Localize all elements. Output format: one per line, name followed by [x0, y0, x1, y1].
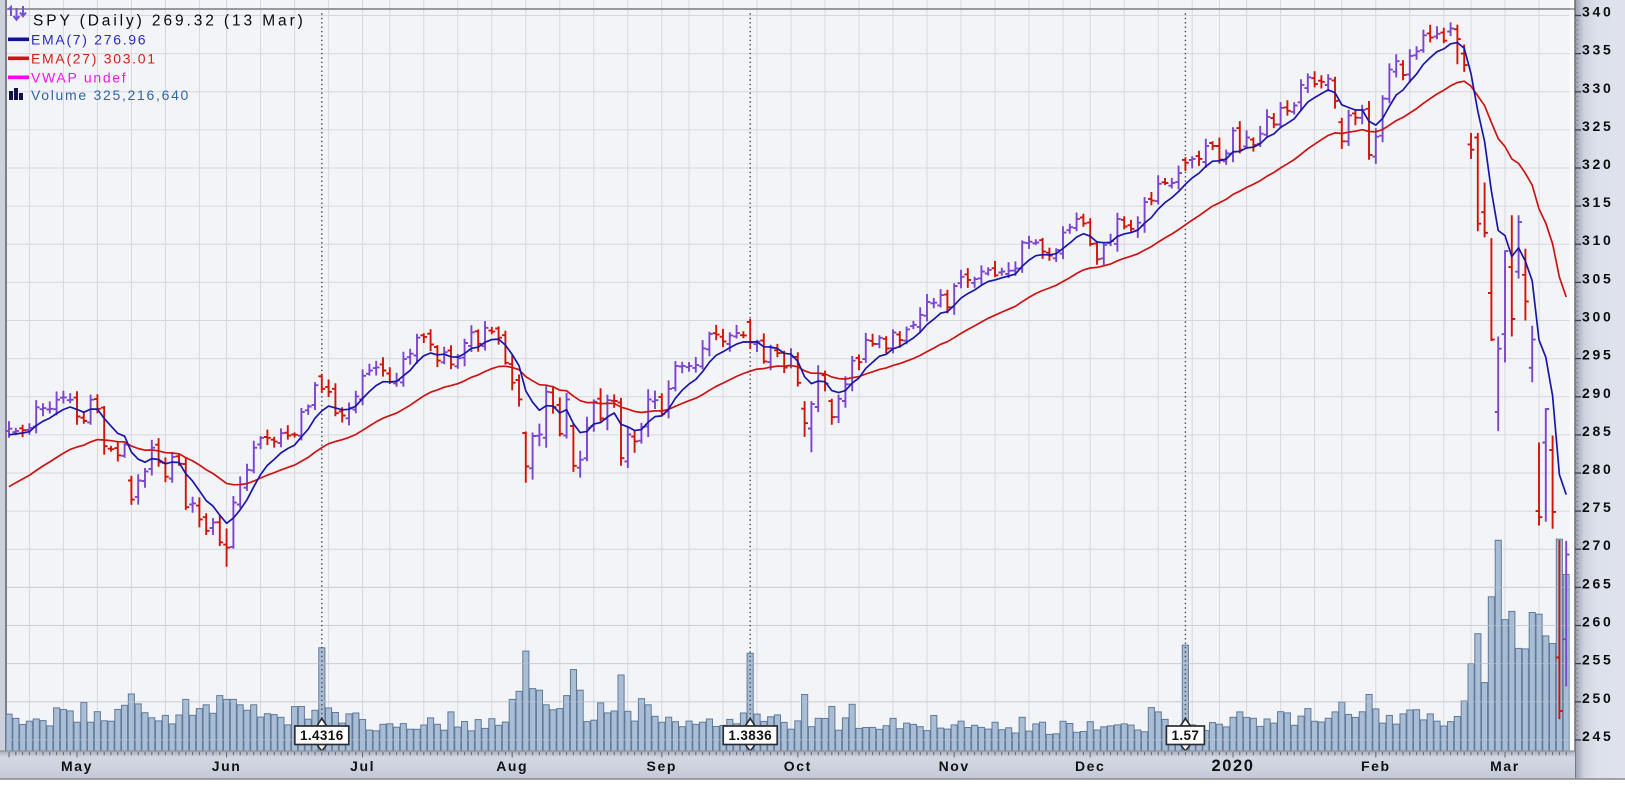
- svg-text:310: 310: [1582, 232, 1613, 248]
- svg-text:325: 325: [1582, 118, 1613, 134]
- svg-text:VWAP undef: VWAP undef: [31, 70, 127, 86]
- svg-text:Nov: Nov: [939, 758, 970, 774]
- svg-text:315: 315: [1582, 194, 1613, 210]
- svg-text:1.4316: 1.4316: [300, 728, 344, 743]
- svg-text:340: 340: [1582, 4, 1613, 20]
- svg-text:335: 335: [1582, 42, 1613, 58]
- svg-text:EMA(7) 276.96: EMA(7) 276.96: [31, 32, 147, 48]
- svg-text:320: 320: [1582, 156, 1613, 172]
- svg-text:290: 290: [1582, 385, 1613, 401]
- svg-text:1.3836: 1.3836: [728, 728, 772, 743]
- svg-text:270: 270: [1582, 537, 1613, 553]
- svg-text:Jul: Jul: [350, 758, 375, 774]
- svg-text:2020: 2020: [1211, 757, 1254, 775]
- svg-text:Sep: Sep: [647, 758, 677, 774]
- svg-text:285: 285: [1582, 423, 1613, 439]
- svg-text:Oct: Oct: [784, 758, 812, 774]
- svg-text:280: 280: [1582, 461, 1613, 477]
- svg-text:Volume 325,216,640: Volume 325,216,640: [31, 87, 190, 103]
- svg-text:255: 255: [1582, 652, 1613, 668]
- svg-text:Jun: Jun: [212, 758, 242, 774]
- svg-text:330: 330: [1582, 80, 1613, 96]
- svg-text:1.57: 1.57: [1171, 728, 1199, 743]
- svg-text:300: 300: [1582, 309, 1613, 325]
- svg-text:Mar: Mar: [1490, 758, 1520, 774]
- svg-text:Dec: Dec: [1075, 758, 1105, 774]
- svg-text:Feb: Feb: [1361, 758, 1391, 774]
- svg-text:275: 275: [1582, 499, 1613, 515]
- svg-text:Aug: Aug: [496, 758, 528, 774]
- svg-text:305: 305: [1582, 270, 1613, 286]
- svg-text:May: May: [61, 758, 93, 774]
- svg-text:EMA(27) 303.01: EMA(27) 303.01: [31, 51, 157, 67]
- svg-text:245: 245: [1582, 728, 1613, 744]
- svg-text:265: 265: [1582, 575, 1613, 591]
- svg-text:260: 260: [1582, 614, 1613, 630]
- svg-text:295: 295: [1582, 347, 1613, 363]
- svg-text:SPY (Daily) 269.32 (13 Mar): SPY (Daily) 269.32 (13 Mar): [33, 13, 306, 30]
- svg-text:250: 250: [1582, 690, 1613, 706]
